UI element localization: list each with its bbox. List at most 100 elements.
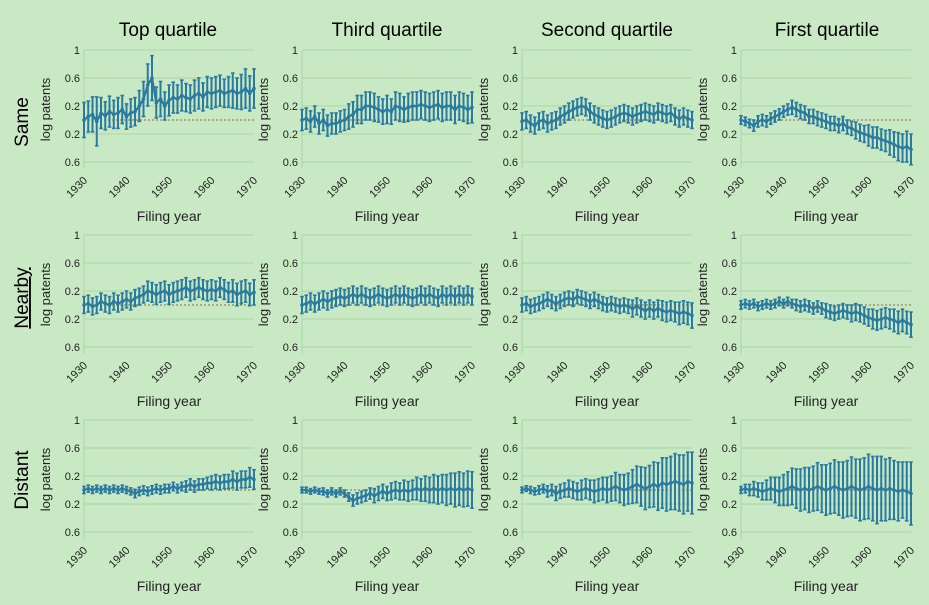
data-point (760, 118, 765, 122)
data-point (626, 304, 631, 309)
x-tick-label: 1940 (325, 175, 351, 201)
data-point (103, 301, 108, 306)
data-point (781, 488, 786, 492)
data-point (154, 292, 159, 297)
data-point (196, 482, 201, 487)
data-point (334, 491, 338, 496)
data-point (389, 489, 394, 494)
y-tick-label: 0.6 (283, 527, 298, 539)
data-point (300, 303, 304, 307)
data-point (588, 109, 592, 114)
data-point (107, 303, 112, 307)
data-point (243, 86, 248, 91)
data-point (205, 90, 210, 94)
y-tick-label: 0.2 (65, 101, 80, 113)
y-tick-label: 0.6 (722, 157, 737, 169)
data-point (824, 488, 828, 492)
data-point (853, 310, 858, 314)
data-point (790, 105, 794, 110)
x-tick-label: 1930 (502, 175, 528, 201)
data-point (664, 112, 669, 117)
x-tick-label: 1930 (721, 360, 747, 386)
y-tick-label: 0.2 (283, 499, 298, 511)
data-point (363, 493, 368, 498)
y-tick-label: 0.6 (722, 527, 737, 539)
data-point (334, 296, 338, 300)
y-tick-label: 0.6 (503, 443, 518, 455)
data-point (609, 486, 614, 491)
data-point (875, 488, 879, 492)
data-point (887, 140, 892, 145)
data-point (768, 486, 773, 491)
row-label-nearby: Nearby (12, 267, 33, 329)
data-point (465, 486, 470, 491)
data-point (317, 299, 321, 304)
data-point (541, 118, 546, 122)
data-point (634, 304, 639, 309)
data-point (756, 488, 760, 492)
data-point (626, 112, 631, 117)
data-point (188, 97, 193, 101)
data-point (896, 489, 901, 494)
data-point (896, 144, 901, 149)
data-point (304, 116, 309, 121)
x-tick-label: 1930 (64, 360, 90, 386)
data-point (363, 104, 368, 108)
data-point (575, 105, 580, 110)
y-tick-label: 0.2 (283, 101, 298, 113)
column-title-second: Second quartile (541, 20, 673, 41)
data-point (909, 322, 913, 327)
y-axis-label: log patents (476, 77, 491, 141)
data-point (622, 488, 626, 492)
data-point (427, 105, 432, 110)
data-point (554, 301, 558, 306)
y-axis-label: log patents (256, 77, 271, 141)
y-tick-label: 0.2 (722, 101, 737, 113)
data-point (558, 489, 563, 494)
y-tick-label: 0.2 (503, 129, 518, 141)
x-axis-label: Filing year (137, 578, 202, 594)
x-tick-label: 1930 (721, 545, 747, 571)
data-point (150, 290, 154, 295)
data-point (664, 482, 669, 487)
data-point (819, 306, 824, 311)
data-point (613, 114, 618, 119)
data-point (824, 308, 828, 313)
data-point (158, 488, 163, 492)
data-point (545, 297, 550, 302)
data-point (849, 484, 854, 489)
data-point (111, 112, 116, 117)
y-axis-label: log patents (695, 262, 710, 326)
data-point (811, 306, 816, 311)
data-point (406, 105, 411, 110)
data-point (188, 482, 193, 487)
data-point (317, 121, 321, 126)
y-tick-label: 0.2 (65, 286, 80, 298)
data-point (798, 304, 803, 309)
data-point (184, 484, 188, 489)
data-point (647, 484, 652, 489)
data-point (402, 292, 406, 297)
data-point (685, 479, 690, 484)
data-point (545, 489, 550, 494)
data-point (380, 109, 385, 114)
data-point (549, 119, 554, 124)
data-point (558, 114, 563, 119)
data-point (419, 488, 423, 492)
data-point (575, 294, 580, 299)
x-tick-label: 1970 (672, 360, 698, 386)
x-tick-label: 1970 (891, 360, 917, 386)
data-point (235, 479, 239, 484)
data-point (448, 104, 453, 108)
data-point (794, 486, 799, 491)
data-point (111, 299, 116, 304)
y-tick-label: 0.2 (65, 129, 80, 141)
data-point (751, 123, 756, 128)
data-point (393, 104, 398, 108)
y-tick-label: 0.2 (283, 471, 298, 483)
data-point (453, 488, 457, 492)
data-point (226, 290, 231, 295)
data-point (605, 118, 609, 122)
data-point (879, 486, 884, 491)
data-point (819, 486, 824, 491)
